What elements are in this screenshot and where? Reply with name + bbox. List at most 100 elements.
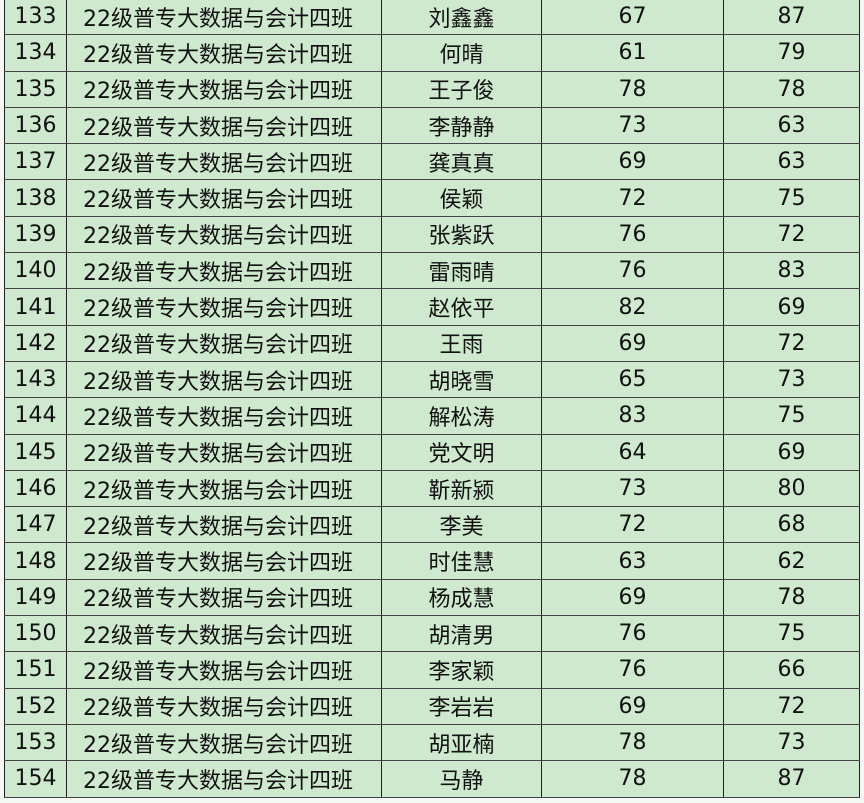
score-2-cell[interactable]: 80 — [723, 469, 860, 508]
score-2-cell[interactable]: 66 — [723, 651, 860, 689]
row-number-cell[interactable]: 141 — [4, 288, 67, 326]
row-number-cell[interactable]: 134 — [4, 34, 67, 72]
class-cell[interactable]: 22级普专大数据与会计四班 — [66, 542, 382, 580]
student-name-cell[interactable]: 靳新颍 — [381, 469, 542, 508]
row-number-cell[interactable]: 135 — [4, 70, 67, 108]
score-2-cell[interactable]: 72 — [723, 324, 860, 362]
class-cell[interactable]: 22级普专大数据与会计四班 — [66, 288, 382, 326]
score-1-cell[interactable]: 76 — [541, 615, 724, 653]
score-1-cell[interactable]: 69 — [541, 578, 724, 617]
row-number-cell[interactable]: 140 — [4, 252, 67, 290]
class-cell[interactable]: 22级普专大数据与会计四班 — [66, 179, 382, 217]
score-1-cell[interactable]: 69 — [541, 324, 724, 362]
score-1-cell[interactable]: 73 — [541, 469, 724, 508]
class-cell[interactable]: 22级普专大数据与会计四班 — [66, 506, 382, 544]
score-2-cell[interactable]: 63 — [723, 143, 860, 181]
class-cell[interactable]: 22级普专大数据与会计四班 — [66, 760, 382, 798]
student-name-cell[interactable]: 时佳慧 — [381, 542, 542, 580]
score-1-cell[interactable]: 82 — [541, 288, 724, 326]
student-name-cell[interactable]: 马静 — [381, 760, 542, 798]
student-name-cell[interactable]: 解松涛 — [381, 397, 542, 435]
class-cell[interactable]: 22级普专大数据与会计四班 — [66, 651, 382, 689]
student-name-cell[interactable]: 李岩岩 — [381, 687, 542, 725]
score-2-cell[interactable]: 79 — [723, 34, 860, 72]
class-cell[interactable]: 22级普专大数据与会计四班 — [66, 143, 382, 181]
class-cell[interactable]: 22级普专大数据与会计四班 — [66, 687, 382, 725]
row-number-cell[interactable]: 154 — [4, 760, 67, 798]
score-1-cell[interactable]: 69 — [541, 687, 724, 725]
student-name-cell[interactable]: 张紫跃 — [381, 215, 542, 254]
score-2-cell[interactable]: 72 — [723, 215, 860, 254]
score-1-cell[interactable]: 76 — [541, 651, 724, 689]
score-1-cell[interactable]: 78 — [541, 70, 724, 108]
score-1-cell[interactable]: 78 — [541, 723, 724, 762]
class-cell[interactable]: 22级普专大数据与会计四班 — [66, 106, 382, 145]
student-name-cell[interactable]: 杨成慧 — [381, 578, 542, 617]
score-1-cell[interactable]: 78 — [541, 760, 724, 798]
row-number-cell[interactable]: 149 — [4, 578, 67, 617]
score-2-cell[interactable]: 75 — [723, 397, 860, 435]
class-cell[interactable]: 22级普专大数据与会计四班 — [66, 469, 382, 508]
score-2-cell[interactable]: 78 — [723, 70, 860, 108]
student-name-cell[interactable]: 龚真真 — [381, 143, 542, 181]
student-name-cell[interactable]: 赵依平 — [381, 288, 542, 326]
class-cell[interactable]: 22级普专大数据与会计四班 — [66, 578, 382, 617]
class-cell[interactable]: 22级普专大数据与会计四班 — [66, 615, 382, 653]
row-number-cell[interactable]: 136 — [4, 106, 67, 145]
row-number-cell[interactable]: 146 — [4, 469, 67, 508]
student-name-cell[interactable]: 王子俊 — [381, 70, 542, 108]
class-cell[interactable]: 22级普专大数据与会计四班 — [66, 34, 382, 72]
score-2-cell[interactable]: 73 — [723, 723, 860, 762]
row-number-cell[interactable]: 151 — [4, 651, 67, 689]
class-cell[interactable]: 22级普专大数据与会计四班 — [66, 252, 382, 290]
score-1-cell[interactable]: 72 — [541, 506, 724, 544]
class-cell[interactable]: 22级普专大数据与会计四班 — [66, 723, 382, 762]
score-1-cell[interactable]: 76 — [541, 252, 724, 290]
score-2-cell[interactable]: 87 — [723, 0, 860, 36]
score-1-cell[interactable]: 65 — [541, 360, 724, 399]
student-name-cell[interactable]: 刘鑫鑫 — [381, 0, 542, 36]
row-number-cell[interactable]: 138 — [4, 179, 67, 217]
score-2-cell[interactable]: 62 — [723, 542, 860, 580]
score-2-cell[interactable]: 83 — [723, 252, 860, 290]
student-name-cell[interactable]: 雷雨晴 — [381, 252, 542, 290]
class-cell[interactable]: 22级普专大数据与会计四班 — [66, 397, 382, 435]
class-cell[interactable]: 22级普专大数据与会计四班 — [66, 324, 382, 362]
student-name-cell[interactable]: 胡清男 — [381, 615, 542, 653]
score-1-cell[interactable]: 67 — [541, 0, 724, 36]
row-number-cell[interactable]: 133 — [4, 0, 67, 36]
class-cell[interactable]: 22级普专大数据与会计四班 — [66, 215, 382, 254]
student-name-cell[interactable]: 李美 — [381, 506, 542, 544]
student-name-cell[interactable]: 何晴 — [381, 34, 542, 72]
row-number-cell[interactable]: 139 — [4, 215, 67, 254]
row-number-cell[interactable]: 147 — [4, 506, 67, 544]
score-1-cell[interactable]: 69 — [541, 143, 724, 181]
score-2-cell[interactable]: 75 — [723, 179, 860, 217]
score-1-cell[interactable]: 73 — [541, 106, 724, 145]
student-name-cell[interactable]: 胡晓雪 — [381, 360, 542, 399]
score-2-cell[interactable]: 87 — [723, 760, 860, 798]
row-number-cell[interactable]: 137 — [4, 143, 67, 181]
score-1-cell[interactable]: 83 — [541, 397, 724, 435]
score-2-cell[interactable]: 72 — [723, 687, 860, 725]
score-2-cell[interactable]: 75 — [723, 615, 860, 653]
student-name-cell[interactable]: 侯颖 — [381, 179, 542, 217]
student-name-cell[interactable]: 党文明 — [381, 433, 542, 471]
row-number-cell[interactable]: 152 — [4, 687, 67, 725]
student-name-cell[interactable]: 李静静 — [381, 106, 542, 145]
student-name-cell[interactable]: 王雨 — [381, 324, 542, 362]
student-name-cell[interactable]: 李家颖 — [381, 651, 542, 689]
class-cell[interactable]: 22级普专大数据与会计四班 — [66, 0, 382, 36]
score-1-cell[interactable]: 63 — [541, 542, 724, 580]
score-1-cell[interactable]: 64 — [541, 433, 724, 471]
class-cell[interactable]: 22级普专大数据与会计四班 — [66, 360, 382, 399]
score-2-cell[interactable]: 69 — [723, 433, 860, 471]
class-cell[interactable]: 22级普专大数据与会计四班 — [66, 433, 382, 471]
row-number-cell[interactable]: 144 — [4, 397, 67, 435]
row-number-cell[interactable]: 148 — [4, 542, 67, 580]
score-2-cell[interactable]: 63 — [723, 106, 860, 145]
row-number-cell[interactable]: 145 — [4, 433, 67, 471]
score-2-cell[interactable]: 68 — [723, 506, 860, 544]
row-number-cell[interactable]: 153 — [4, 723, 67, 762]
score-2-cell[interactable]: 73 — [723, 360, 860, 399]
